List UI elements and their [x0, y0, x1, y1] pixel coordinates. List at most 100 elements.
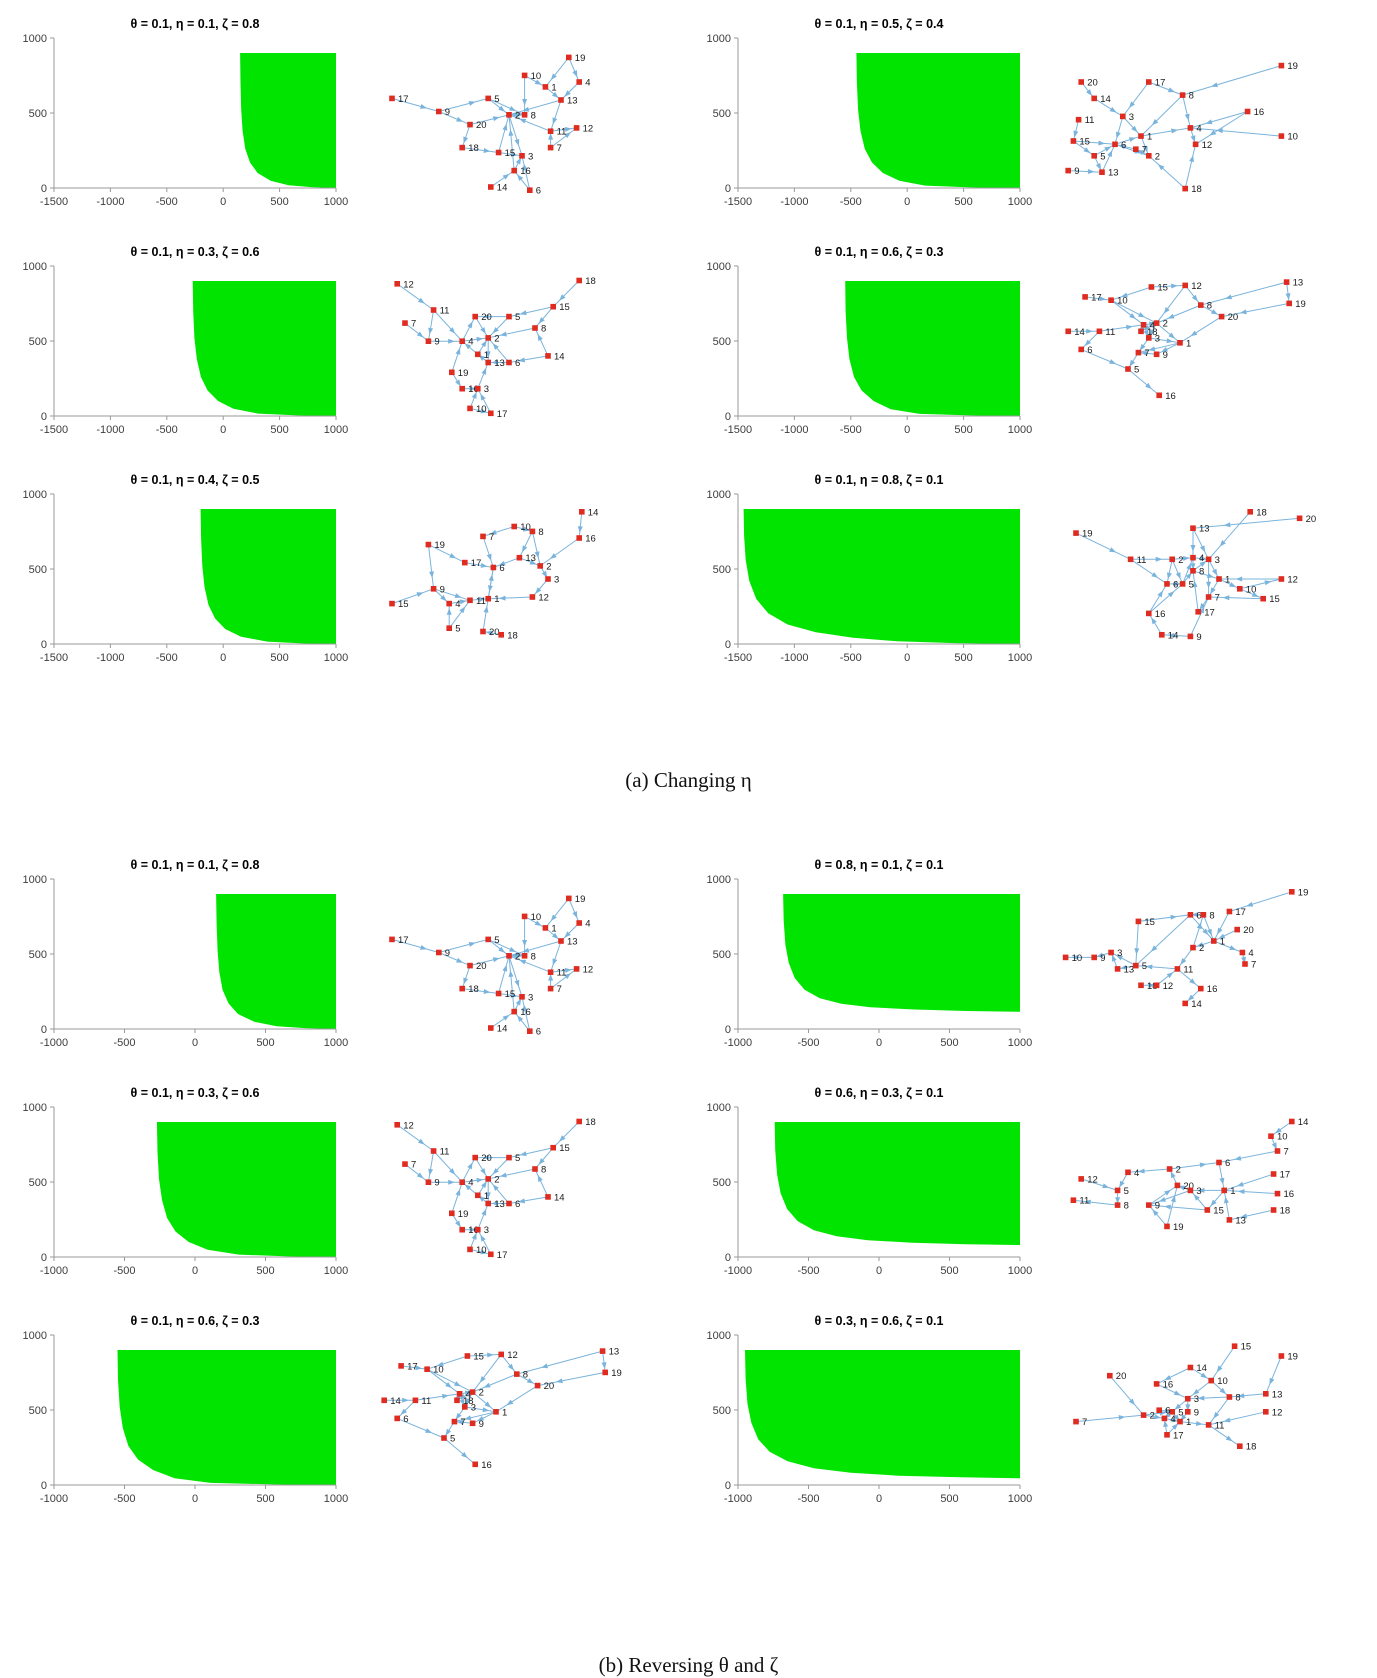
graph-node-marker [1211, 938, 1217, 944]
graph-edge [532, 578, 549, 598]
panel-grid-b: θ = 0.1, η = 0.1, ζ = 0.8 -1000 -500 0 500 10… [0, 853, 1377, 1537]
edge-arrowhead-icon [485, 1192, 491, 1199]
edge-arrowhead-icon [1125, 324, 1133, 330]
edge-arrowhead-icon [1182, 555, 1190, 561]
region-plot-svg: θ = 0.1, η = 0.3, ζ = 0.6 -1000 -500 0 500 10… [23, 1086, 348, 1277]
graph-node-marker [1125, 1169, 1131, 1176]
graph-edge [552, 280, 580, 308]
graph-node-marker [475, 385, 481, 392]
y-tick-label: 1000 [707, 33, 731, 45]
node-label: 10 [1246, 584, 1257, 595]
x-tick-label: 500 [954, 652, 972, 664]
x-tick-label: -1000 [40, 1493, 68, 1505]
edge-arrowhead-icon [1189, 978, 1196, 985]
edge-arrowhead-icon [1115, 131, 1121, 139]
edge-arrowhead-icon [1128, 137, 1136, 143]
graph-edge [1122, 116, 1142, 137]
graph-edge [428, 544, 466, 564]
graph-node-marker [547, 985, 554, 992]
graph-edge [1122, 81, 1150, 117]
graph-node-marker [1114, 966, 1121, 972]
edge-arrowhead-icon [420, 104, 428, 109]
graph-edge [1080, 330, 1100, 350]
node-label: 5 [450, 1434, 455, 1445]
graph-edge [508, 955, 551, 973]
graph-node-marker [430, 586, 437, 592]
graph-edge [1221, 302, 1290, 318]
graph-node-marker [1296, 515, 1303, 522]
graph-edge [1138, 914, 1191, 922]
node-label: 2 [1199, 943, 1204, 954]
edge-arrowhead-icon [481, 1181, 487, 1189]
edge-arrowhead-icon [1095, 163, 1101, 171]
graph-node-marker [402, 1161, 408, 1167]
node-label: 14 [1100, 94, 1111, 105]
graph-node-marker [1078, 346, 1084, 353]
node-label: 1 [551, 923, 556, 934]
node-label: 20 [544, 1381, 555, 1392]
graph-node-marker [424, 1366, 430, 1372]
graph-edge [1224, 1189, 1278, 1195]
node-label: 6 [403, 1414, 408, 1425]
y-tick-label: 1000 [23, 1102, 47, 1114]
region-plot-panel: θ = 0.1, η = 0.4, ζ = 0.5 -1500 -1000 -500 0… [0, 468, 354, 692]
edge-arrowhead-icon [1185, 572, 1192, 580]
edge-arrowhead-icon [1199, 603, 1206, 610]
x-tick-label: 1000 [324, 1037, 348, 1049]
x-tick-label: 500 [940, 1265, 958, 1277]
graph-node-marker [1146, 79, 1152, 85]
y-tick-label: 1000 [707, 874, 731, 886]
graph-edge [518, 531, 533, 558]
node-label: 14 [588, 507, 599, 518]
edge-arrowhead-icon [1175, 572, 1181, 580]
graph-node-marker [1182, 185, 1188, 192]
graph-node-marker [511, 523, 517, 530]
x-tick-label: 500 [954, 424, 972, 436]
node-label: 6 [499, 563, 504, 574]
feasible-region [216, 894, 336, 1029]
region-plot-panel: θ = 0.1, η = 0.3, ζ = 0.6 -1500 -1000 -500 0… [0, 240, 354, 464]
x-tick-label: 0 [192, 1493, 198, 1505]
graph-node-marker [514, 1371, 520, 1377]
graph-edge [397, 1417, 445, 1439]
node-label: 20 [489, 627, 500, 638]
graph-edge [531, 531, 541, 567]
edge-arrowhead-icon [420, 945, 428, 950]
graph-edge [1192, 570, 1220, 580]
edge-arrowhead-icon [417, 1138, 425, 1145]
graph-node-marker [1198, 302, 1204, 308]
node-label: 17 [1280, 1170, 1291, 1181]
edge-arrowhead-icon [1099, 296, 1107, 302]
node-label: 12 [403, 279, 414, 290]
edge-arrowhead-icon [1086, 328, 1093, 334]
graph-node-marker [389, 95, 395, 102]
graph-node-marker [576, 1118, 582, 1125]
edge-arrowhead-icon [1211, 568, 1218, 576]
node-label: 7 [411, 319, 416, 330]
graph-node-marker [545, 1194, 551, 1200]
y-tick-label: 1000 [23, 874, 47, 886]
edge-arrowhead-icon [491, 360, 499, 365]
graph-node-marker [511, 167, 517, 174]
graph-node-marker [1153, 982, 1160, 989]
edge-arrowhead-icon [499, 331, 507, 337]
graph-node-marker [1096, 328, 1103, 335]
graph-edge [1101, 144, 1116, 173]
graph-node-marker [472, 1461, 478, 1468]
graph-node-marker [459, 385, 465, 392]
graph-edge [1200, 281, 1287, 306]
graph-node-marker [1159, 632, 1165, 638]
edge-arrowhead-icon [471, 391, 477, 399]
graph-edge [1156, 322, 1181, 344]
graph-node-marker [1125, 366, 1131, 372]
node-label: 4 [1248, 948, 1253, 959]
graph-edge [464, 1406, 497, 1413]
node-label: 18 [1147, 327, 1158, 338]
y-tick-label: 0 [41, 411, 47, 423]
graph-edge [1148, 1204, 1208, 1211]
node-label: 19 [1295, 299, 1306, 310]
edge-arrowhead-icon [498, 105, 505, 112]
x-tick-label: 1000 [1008, 1265, 1032, 1277]
